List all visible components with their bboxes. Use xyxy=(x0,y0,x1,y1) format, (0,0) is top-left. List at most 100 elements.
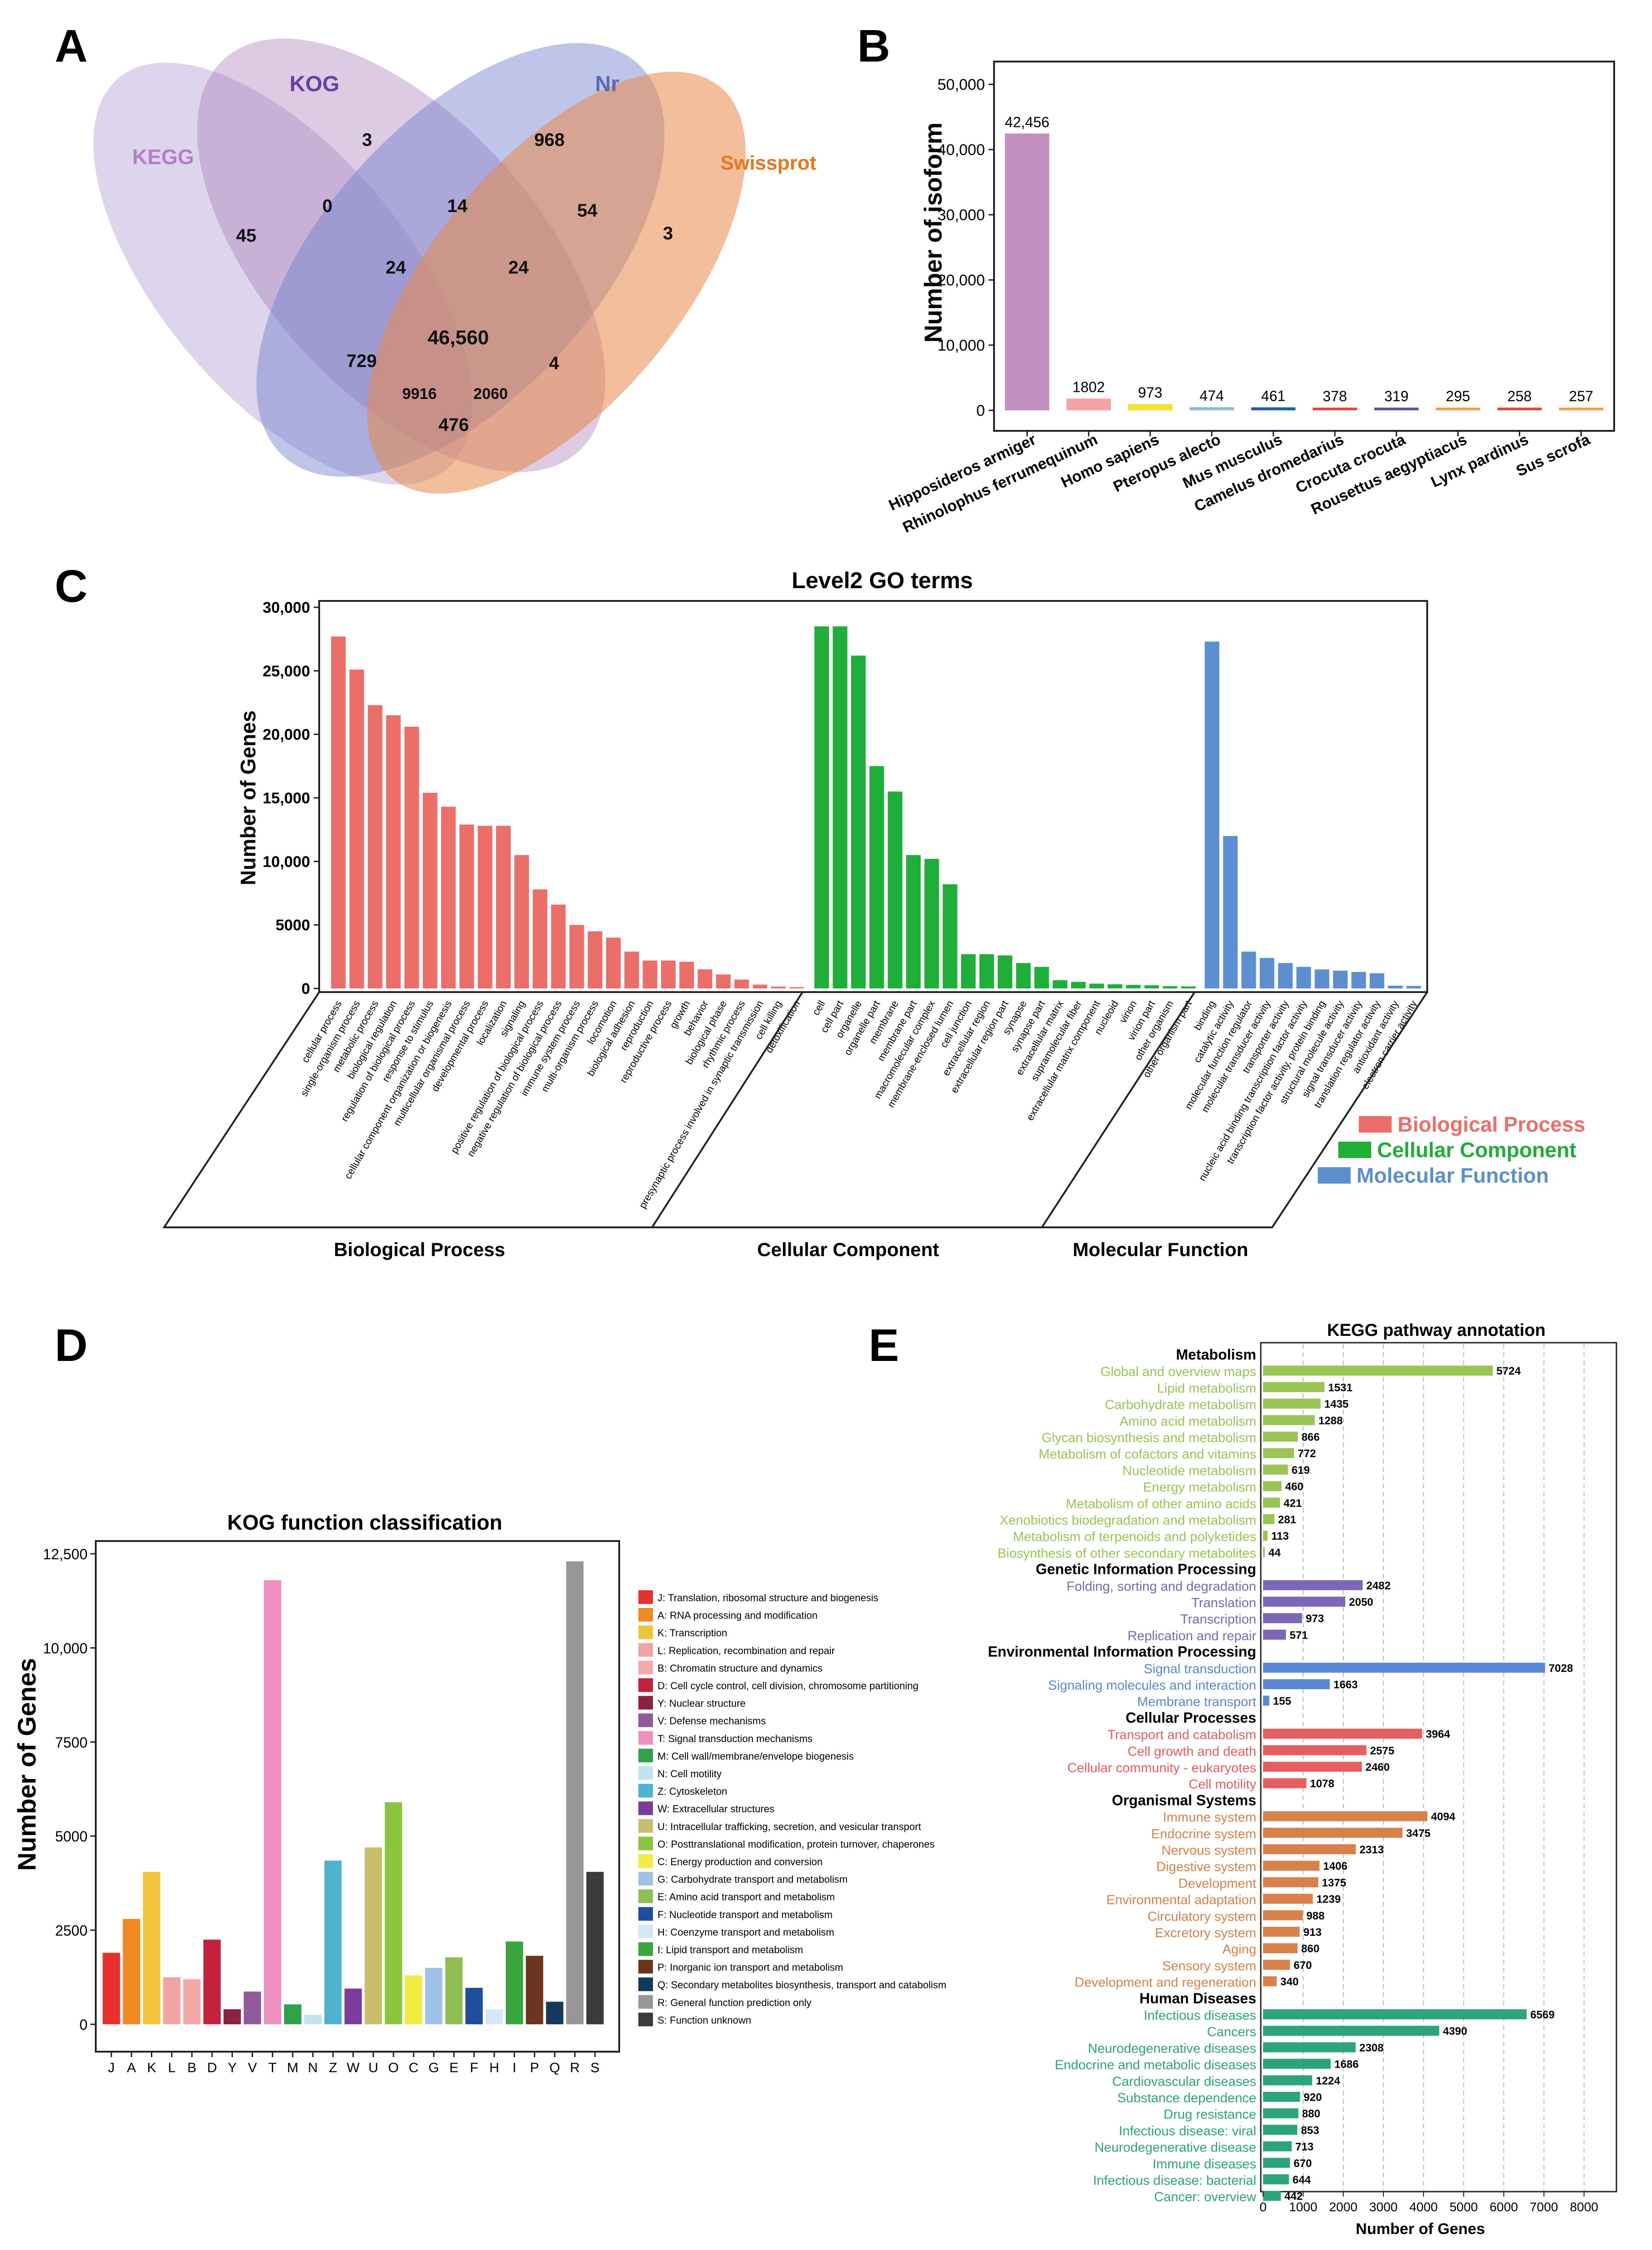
legend-swatch xyxy=(638,1801,653,1816)
bar xyxy=(1374,408,1419,410)
bar-value-label: 1288 xyxy=(1318,1415,1342,1427)
bar xyxy=(1263,1497,1280,1508)
bar xyxy=(1263,1679,1330,1689)
legend-swatch xyxy=(638,1696,653,1710)
bar xyxy=(906,855,921,988)
pathway-label: Excretory system xyxy=(1155,1926,1256,1940)
pathway-label: Aging xyxy=(1222,1942,1256,1957)
bar xyxy=(1263,1893,1313,1904)
pathway-label: Carbohydrate metabolism xyxy=(1105,1398,1256,1412)
category-header: Metabolism xyxy=(1176,1346,1256,1363)
venn-count: 0 xyxy=(322,196,332,216)
bar xyxy=(1263,1613,1302,1624)
legend-label: L: Replication, recombination and repair xyxy=(658,1645,835,1656)
y-axis-label: Number of Genes xyxy=(236,710,260,885)
bar xyxy=(1263,1827,1403,1838)
bar-value-label: 1663 xyxy=(1333,1679,1357,1691)
bar xyxy=(1263,2009,1527,2019)
bar-value-label: 619 xyxy=(1291,1464,1310,1476)
plot-frame xyxy=(993,61,1615,432)
bar xyxy=(1128,404,1173,410)
x-tick-label: Q xyxy=(549,2060,560,2075)
legend-label: E: Amino acid transport and metabolism xyxy=(658,1891,835,1903)
pathway-label: Drug resistance xyxy=(1164,2107,1256,2122)
legend-label: O: Posttranslational modification, prote… xyxy=(658,1838,935,1850)
venn-label-kog: KOG xyxy=(290,72,339,96)
y-axis-label: Number of isoform xyxy=(920,122,947,342)
bar xyxy=(183,1979,201,2024)
bar xyxy=(1315,969,1330,988)
venn-count: 968 xyxy=(534,130,565,150)
bar-value-label: 2575 xyxy=(1370,1745,1394,1757)
legend-swatch xyxy=(638,1678,653,1692)
panel-letter-a: A xyxy=(55,21,88,72)
bar xyxy=(569,925,584,988)
panel-a-venn: A KEGG KOG Nr Swissprot 45 3 968 3 0 14 … xyxy=(55,21,817,494)
bar-value-label: 988 xyxy=(1306,1910,1325,1922)
bar xyxy=(869,766,884,988)
bar xyxy=(496,826,511,988)
pathway-label: Cancers xyxy=(1207,2025,1256,2039)
bar-value-label: 3475 xyxy=(1406,1827,1430,1840)
bar xyxy=(566,1561,584,2024)
bar xyxy=(1263,2125,1298,2135)
legend-swatch-bp xyxy=(1359,1116,1392,1133)
category-header: Environmental Information Processing xyxy=(988,1644,1256,1660)
bar xyxy=(789,987,804,988)
pathway-label: Translation xyxy=(1191,1596,1256,1610)
y-tick-label: 0 xyxy=(79,2017,88,2033)
bar-value-label: 920 xyxy=(1304,2091,1322,2104)
bar-value-label: 860 xyxy=(1301,1943,1320,1955)
x-tick-label: 8000 xyxy=(1570,2200,1598,2214)
group-divider xyxy=(651,991,803,1228)
legend-swatch xyxy=(638,1590,653,1604)
bar xyxy=(943,884,958,988)
bar-value-label: 6569 xyxy=(1530,2009,1554,2021)
pathway-label: Amino acid metabolism xyxy=(1119,1414,1256,1429)
bar xyxy=(1066,398,1111,410)
venn-label-kegg: KEGG xyxy=(132,145,194,169)
bar xyxy=(243,1991,261,2024)
x-tick-label: T xyxy=(269,2060,277,2075)
venn-count: 14 xyxy=(447,196,468,216)
pathway-label: Transcription xyxy=(1180,1612,1256,1627)
legend-swatch xyxy=(638,1608,653,1622)
bar xyxy=(304,2015,322,2024)
x-tick-label: M xyxy=(287,2060,298,2075)
x-tick-label: cell xyxy=(810,998,827,1017)
bar xyxy=(264,1580,281,2024)
pathway-label: Biosynthesis of other secondary metaboli… xyxy=(998,1546,1256,1561)
bar xyxy=(425,1968,443,2024)
pathway-label: Endocrine system xyxy=(1151,1827,1257,1841)
bar xyxy=(1263,2092,1300,2102)
bar xyxy=(1144,985,1159,988)
bar-value-label: 4094 xyxy=(1431,1811,1455,1823)
bar xyxy=(349,669,364,988)
legend-swatch xyxy=(638,1854,653,1868)
bar xyxy=(924,859,939,988)
category-header: Human Diseases xyxy=(1139,1990,1256,2007)
legend-label: M: Cell wall/membrane/envelope biogenesi… xyxy=(658,1750,854,1762)
bar xyxy=(1263,1728,1422,1739)
bar xyxy=(1005,133,1050,410)
bar xyxy=(1312,408,1357,410)
bar xyxy=(223,2009,241,2024)
bar-value-label: 2313 xyxy=(1360,1844,1384,1856)
venn-count: 54 xyxy=(577,201,598,221)
pathway-label: Nervous system xyxy=(1161,1843,1256,1858)
x-tick-label: V xyxy=(248,2060,257,2075)
bar xyxy=(1263,1910,1303,1920)
bar-value-label: 113 xyxy=(1271,1530,1289,1542)
bar xyxy=(1263,1927,1300,1937)
venn-count: 4 xyxy=(549,353,559,373)
bar xyxy=(324,1860,342,2024)
legend: Biological Process Cellular Component Mo… xyxy=(1318,1112,1585,1187)
bar xyxy=(1034,967,1049,988)
x-tick-label: 5000 xyxy=(1450,2200,1478,2214)
x-tick-label: 7000 xyxy=(1530,2200,1558,2214)
bar xyxy=(1388,985,1403,988)
bar xyxy=(752,984,767,988)
legend-label: T: Signal transduction mechanisms xyxy=(658,1733,813,1744)
legend-label: U: Intracellular trafficking, secretion,… xyxy=(658,1821,921,1832)
panel-letter-d: D xyxy=(55,1320,88,1371)
